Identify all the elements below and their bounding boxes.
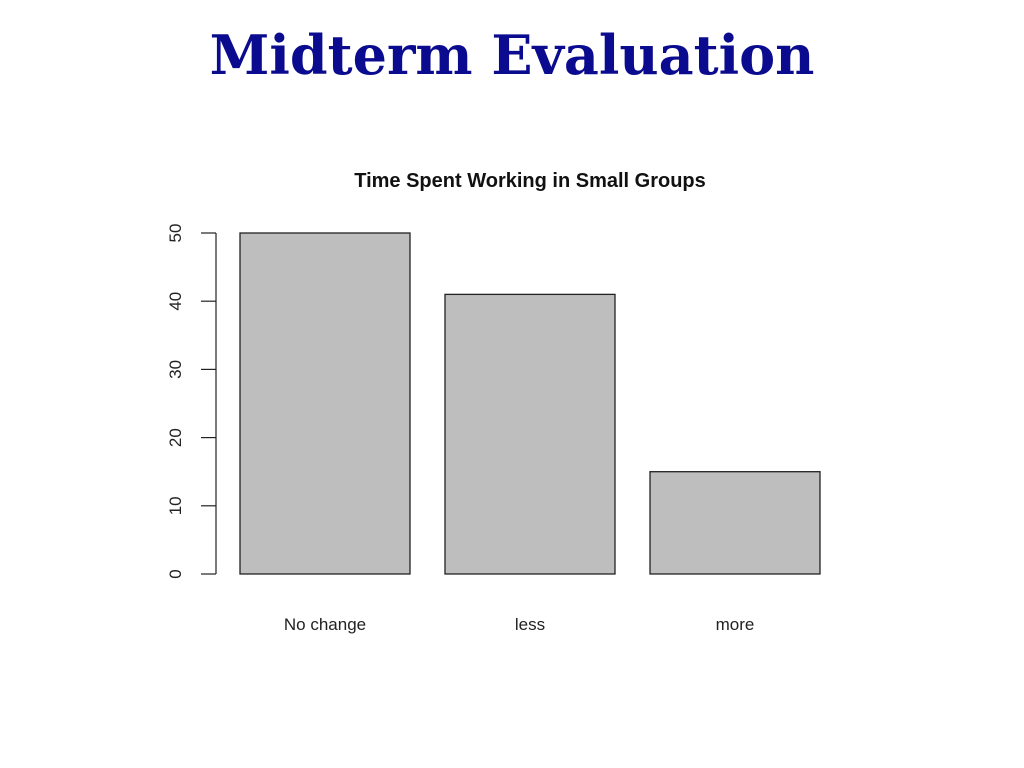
y-tick-label: 50 bbox=[166, 224, 185, 243]
y-tick-label: 20 bbox=[166, 428, 185, 447]
slide-title: Midterm Evaluation bbox=[209, 23, 815, 87]
y-axis: 0 10 20 30 40 50 bbox=[166, 224, 217, 579]
y-tick-label: 40 bbox=[166, 292, 185, 311]
bars-group bbox=[239, 232, 821, 575]
x-category-label: more bbox=[716, 615, 755, 634]
bar bbox=[649, 471, 821, 575]
y-tick-label: 0 bbox=[166, 569, 185, 578]
x-axis-labels: No change less more bbox=[284, 615, 754, 634]
x-category-label: less bbox=[515, 615, 545, 634]
y-tick-label: 30 bbox=[166, 360, 185, 379]
y-tick-label: 10 bbox=[166, 496, 185, 515]
bar bbox=[239, 232, 411, 575]
bar bbox=[444, 293, 616, 575]
x-category-label: No change bbox=[284, 615, 366, 634]
chart-title: Time Spent Working in Small Groups bbox=[354, 170, 706, 192]
